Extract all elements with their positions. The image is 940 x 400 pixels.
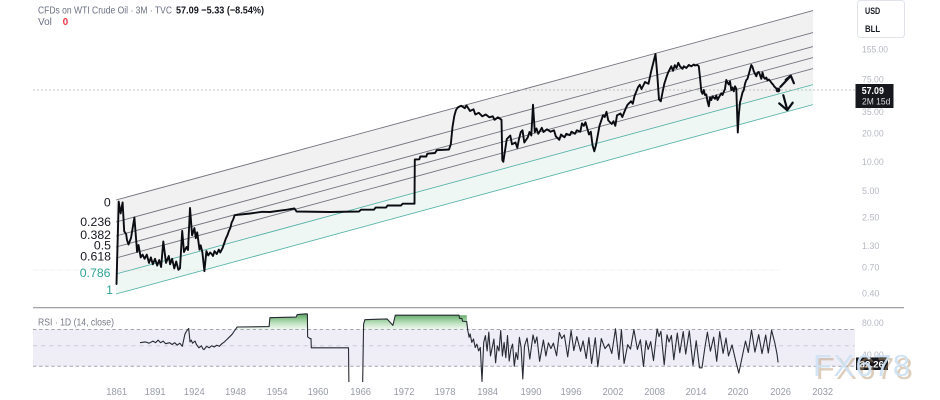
svg-text:1.30: 1.30 [862,241,879,252]
svg-text:2020: 2020 [728,386,749,398]
svg-text:0: 0 [104,195,111,209]
svg-text:1972: 1972 [394,386,415,398]
svg-text:75.00: 75.00 [862,75,884,86]
svg-text:0.618: 0.618 [80,249,111,263]
svg-text:RSI · 1D (14, close): RSI · 1D (14, close) [38,318,114,329]
svg-text:1: 1 [106,283,113,297]
svg-text:1948: 1948 [225,386,246,398]
svg-text:1924: 1924 [184,386,205,398]
svg-text:57.09: 57.09 [862,86,885,97]
svg-text:2002: 2002 [603,386,624,398]
svg-text:1891: 1891 [145,386,166,398]
svg-text:155.00: 155.00 [862,45,888,56]
svg-text:0: 0 [63,17,69,28]
svg-text:40.00: 40.00 [862,350,884,361]
svg-text:20.00: 20.00 [862,129,884,140]
svg-text:1996: 1996 [561,386,582,398]
svg-text:1861: 1861 [106,386,127,398]
svg-text:1954: 1954 [267,386,288,398]
svg-text:0.236: 0.236 [80,215,111,229]
svg-text:2M 15d: 2M 15d [862,96,890,106]
svg-text:CFDs on WTI Crude Oil · 3M · T: CFDs on WTI Crude Oil · 3M · TVC [38,6,172,17]
svg-text:USD: USD [865,6,880,17]
svg-text:FX678: FX678 [813,348,910,383]
svg-text:2008: 2008 [644,386,665,398]
svg-text:57.09 −5.33 (−8.54%): 57.09 −5.33 (−8.54%) [176,5,264,17]
svg-text:1960: 1960 [308,386,329,398]
svg-text:5.00: 5.00 [862,186,879,197]
svg-text:32.26: 32.26 [860,359,885,370]
svg-text:BLL: BLL [865,24,880,35]
svg-text:35.00: 35.00 [862,107,884,118]
svg-text:1984: 1984 [477,386,498,398]
svg-text:2026: 2026 [770,386,791,398]
svg-text:2032: 2032 [812,386,833,398]
svg-text:1966: 1966 [350,386,371,398]
svg-text:Vol: Vol [38,17,52,28]
svg-text:2014: 2014 [686,386,707,398]
svg-text:FX678: FX678 [816,351,913,386]
svg-text:0.70: 0.70 [862,263,879,274]
svg-text:0.5: 0.5 [94,238,111,252]
svg-text:10.00: 10.00 [862,157,884,168]
svg-text:0.40: 0.40 [862,289,879,300]
svg-text:0.786: 0.786 [80,266,111,280]
svg-text:1978: 1978 [435,386,456,398]
svg-text:1990: 1990 [521,386,542,398]
svg-text:2.50: 2.50 [862,213,879,224]
svg-text:0.382: 0.382 [80,228,111,242]
svg-text:80.00: 80.00 [862,318,884,329]
